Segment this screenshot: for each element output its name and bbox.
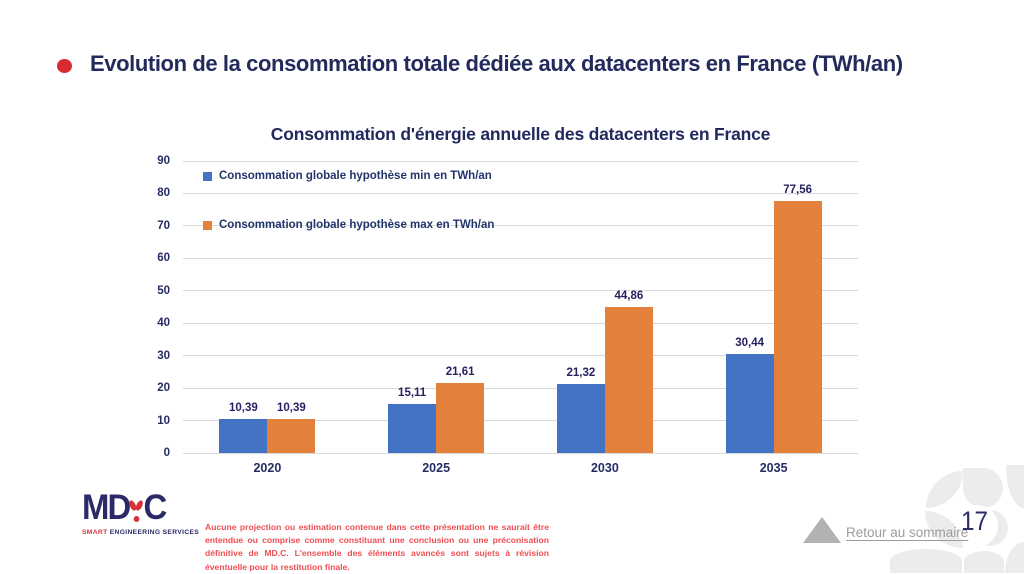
gridline bbox=[183, 290, 858, 292]
bar-min-2020 bbox=[219, 419, 268, 453]
bar-value-label: 21,32 bbox=[566, 366, 596, 379]
chart-title: Consommation d'énergie annuelle des data… bbox=[270, 124, 771, 144]
bar-min-2030 bbox=[556, 383, 605, 453]
petal-decoration bbox=[926, 471, 963, 508]
y-axis-label: 60 bbox=[157, 252, 170, 265]
x-axis-label: 2035 bbox=[759, 461, 788, 475]
gridline bbox=[183, 192, 858, 194]
gridline bbox=[183, 420, 858, 422]
bar-max-2035 bbox=[773, 201, 822, 453]
bar-value-label: 10,39 bbox=[276, 402, 306, 415]
petal-decoration bbox=[890, 549, 962, 573]
page-title: Evolution de la consommation totale dédi… bbox=[90, 51, 903, 76]
bar-value-label: 21,61 bbox=[445, 365, 475, 378]
y-axis-label: 70 bbox=[157, 219, 170, 232]
legend-swatch-max-icon bbox=[203, 220, 212, 230]
gridline bbox=[183, 257, 858, 259]
y-axis-label: 50 bbox=[157, 284, 170, 297]
petal-decoration bbox=[1006, 465, 1024, 508]
legend-item-max: Consommation globale hypothèse max en TW… bbox=[203, 217, 494, 233]
gridline bbox=[183, 452, 858, 454]
page-number: 17 bbox=[961, 506, 989, 536]
y-axis-label: 0 bbox=[163, 447, 170, 459]
legend-swatch-min-icon bbox=[203, 171, 212, 181]
plot-area: Consommation globale hypothèse min en TW… bbox=[183, 160, 858, 454]
bar-value-label: 15,11 bbox=[398, 386, 427, 399]
mdc-logo-wordmark: MD C bbox=[82, 489, 167, 527]
logo-flower-icon bbox=[128, 493, 145, 527]
logo-tagline-smart: SMART bbox=[82, 529, 108, 536]
legend-item-min: Consommation globale hypothèse min en TW… bbox=[203, 168, 492, 184]
y-axis-label: 10 bbox=[157, 414, 170, 427]
x-axis-label: 2020 bbox=[253, 461, 282, 475]
x-axis: 2020 2025 2030 2035 bbox=[183, 461, 858, 479]
y-axis-label: 40 bbox=[157, 317, 170, 330]
bar-value-label: 10,39 bbox=[228, 402, 258, 415]
gridline bbox=[183, 225, 858, 227]
y-axis-label: 90 bbox=[157, 155, 170, 167]
logo-tagline: SMART ENGINEERING SERVICES bbox=[82, 529, 199, 536]
back-to-summary-link[interactable]: Retour au sommaire bbox=[846, 525, 969, 540]
x-axis-label: 2025 bbox=[422, 461, 451, 475]
circle-decoration bbox=[956, 505, 998, 547]
gridline bbox=[183, 322, 858, 324]
petal-decoration bbox=[1005, 542, 1024, 573]
petal-decoration bbox=[964, 551, 1004, 573]
gridline bbox=[183, 387, 858, 389]
bar-max-2025 bbox=[436, 382, 485, 453]
bar-min-2035 bbox=[725, 354, 774, 453]
bar-max-2020 bbox=[267, 419, 316, 453]
y-axis-label: 80 bbox=[157, 187, 170, 200]
gridline bbox=[183, 355, 858, 357]
bar-value-label: 30,44 bbox=[735, 337, 765, 350]
gridline bbox=[183, 160, 858, 162]
y-axis-label: 20 bbox=[157, 382, 170, 395]
legend-label-min: Consommation globale hypothèse min en TW… bbox=[219, 170, 492, 182]
logo-tagline-rest: ENGINEERING SERVICES bbox=[107, 529, 200, 536]
bar-max-2030 bbox=[604, 307, 653, 453]
bar-value-label: 44,86 bbox=[614, 290, 644, 303]
petal-decoration bbox=[963, 468, 1003, 508]
bullet-icon bbox=[57, 59, 72, 73]
bar-value-label: 77,56 bbox=[783, 184, 813, 197]
bar-min-2025 bbox=[388, 403, 437, 453]
triangle-icon bbox=[803, 517, 841, 543]
x-axis-label: 2030 bbox=[590, 461, 619, 475]
disclaimer-text: Aucune projection ou estimation contenue… bbox=[205, 521, 549, 572]
legend-label-max: Consommation globale hypothèse max en TW… bbox=[219, 219, 495, 231]
y-axis: 0 10 20 30 40 50 60 70 80 90 bbox=[120, 155, 170, 459]
mdc-logo: MD C SMART ENGINEERING SERVICES bbox=[82, 489, 199, 537]
y-axis-label: 30 bbox=[157, 349, 170, 362]
logo-c-text: C bbox=[143, 488, 168, 527]
logo-md-text: MD bbox=[82, 488, 131, 527]
